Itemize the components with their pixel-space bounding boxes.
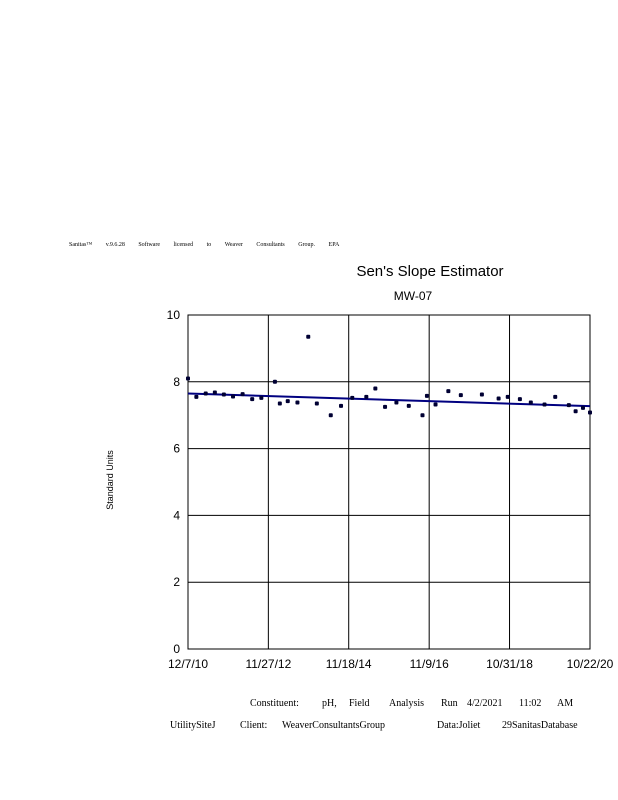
data-point — [588, 410, 592, 415]
data-point — [364, 394, 369, 399]
data-point — [424, 393, 429, 398]
y-tick-label: 0 — [173, 642, 180, 656]
data-point — [306, 334, 311, 339]
footer-line-1: Constituent: pH, Field Analysis Run 4/2/2021 1… — [250, 698, 573, 709]
data-point — [420, 413, 425, 418]
data-point — [433, 402, 438, 407]
data-point — [212, 390, 217, 395]
data-point — [542, 402, 547, 407]
data-point — [573, 409, 578, 414]
footer-line-2: UtilitySiteJ Client: WeaverConsultantsGrou… — [170, 720, 578, 731]
y-tick-label: 10 — [167, 308, 181, 322]
x-tick-label: 11/9/16 — [410, 657, 449, 671]
y-tick-label: 4 — [173, 508, 180, 522]
x-tick-label: 10/22/20 — [567, 657, 614, 671]
gridlines — [187, 314, 591, 650]
footer-ampm: AM — [557, 698, 574, 709]
x-tick-label: 12/7/10 — [168, 657, 208, 671]
footer-client: WeaverConsultantsGroup — [282, 720, 386, 731]
data-point — [350, 395, 355, 400]
data-point — [240, 392, 245, 397]
data-point — [458, 393, 463, 398]
data-point — [580, 405, 585, 410]
y-tick-label: 8 — [173, 375, 180, 389]
x-tick-labels: 12/7/10 11/27/12 11/18/14 11/9/16 10/31/18 10… — [168, 657, 614, 671]
data-point — [194, 394, 199, 399]
data-point — [517, 397, 522, 402]
data-point — [285, 399, 290, 404]
footer-site: UtilitySiteJ — [170, 720, 216, 731]
y-tick-label: 6 — [173, 442, 180, 456]
data-point — [528, 400, 533, 405]
y-tick-label: 2 — [173, 575, 180, 589]
license-text: Sanitas™ v.9.6.28 Software licensed to W… — [69, 242, 340, 248]
footer-database: 29SanitasDatabase — [502, 720, 578, 731]
footer-analysis: Analysis — [389, 698, 424, 709]
data-point — [383, 404, 388, 409]
plot-area-frame — [187, 314, 591, 650]
data-point — [272, 379, 277, 384]
data-points — [186, 334, 592, 418]
x-tick-label: 11/27/12 — [245, 657, 291, 671]
data-point — [314, 401, 319, 406]
data-point — [259, 395, 264, 400]
data-point — [479, 392, 484, 397]
data-point — [446, 389, 451, 394]
data-point — [339, 403, 344, 408]
x-tick-label: 11/18/14 — [326, 657, 372, 671]
trend-layer — [187, 392, 591, 408]
data-point — [250, 397, 255, 402]
footer-date: 4/2/2021 — [467, 698, 503, 709]
y-tick-labels: 0 2 4 6 8 10 — [167, 308, 181, 656]
footer-field: Field — [349, 698, 370, 709]
footer-constituent-label: Constituent: — [250, 698, 299, 709]
data-point — [505, 394, 510, 399]
data-point — [277, 401, 282, 406]
x-tick-label: 10/31/18 — [486, 657, 533, 671]
chart-subtitle: MW-07 — [393, 289, 433, 303]
data-point — [186, 376, 190, 381]
data-point — [394, 400, 399, 405]
data-point — [406, 403, 411, 408]
sens-slope-trend-line — [187, 392, 591, 408]
data-point — [373, 386, 378, 391]
footer-data: Data:Joliet — [437, 720, 481, 731]
data-point — [566, 403, 571, 408]
data-point — [496, 396, 501, 401]
data-point — [328, 413, 333, 418]
footer-ph: pH, — [322, 698, 337, 709]
footer-run: Run — [441, 698, 458, 709]
chart-title: Sen's Slope Estimator — [356, 263, 504, 280]
footer-client-label: Client: — [240, 720, 268, 731]
data-point — [553, 394, 558, 399]
footer-time: 11:02 — [519, 698, 542, 709]
data-point — [231, 394, 236, 399]
data-point — [295, 400, 300, 405]
data-point — [203, 391, 208, 396]
data-point — [221, 392, 226, 397]
